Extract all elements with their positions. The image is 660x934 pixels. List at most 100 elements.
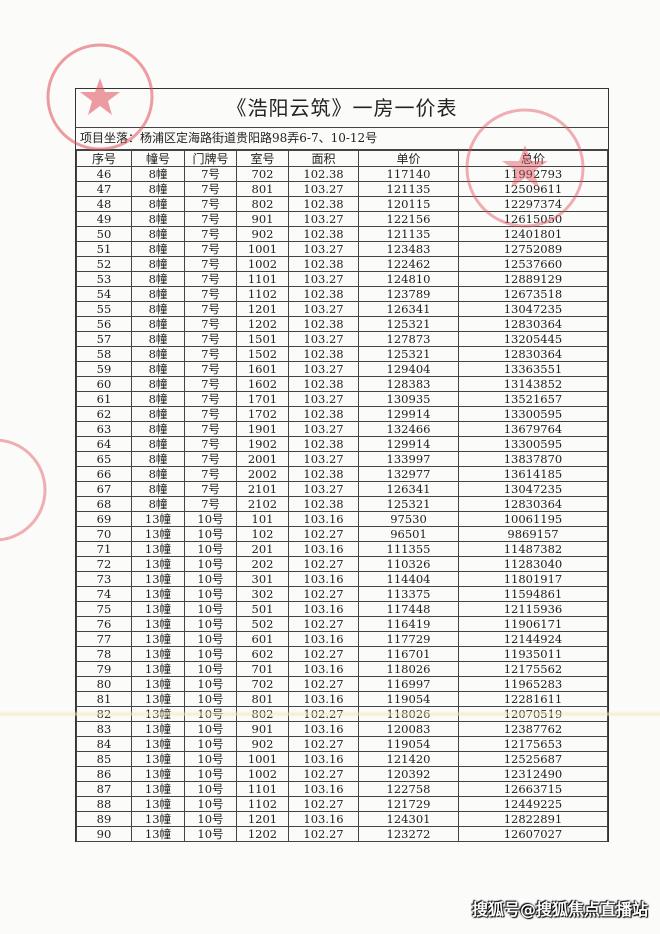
- cell-index: 90: [76, 826, 132, 842]
- cell-room: 1702: [236, 406, 289, 422]
- table-row: 49 8幢 7号 901 103.27 122156 12615050: [76, 211, 608, 227]
- cell-total-price: 12281611: [458, 691, 608, 707]
- cell-door: 10号: [184, 736, 237, 752]
- cell-area: 102.38: [288, 346, 359, 362]
- cell-door: 7号: [184, 271, 237, 287]
- cell-area: 103.16: [288, 781, 359, 797]
- table-row: 61 8幢 7号 1701 103.27 130935 13521657: [76, 391, 608, 407]
- cell-room: 1902: [236, 436, 289, 452]
- cell-index: 77: [76, 631, 132, 647]
- cell-area: 103.16: [288, 661, 359, 677]
- cell-total-price: 13047235: [458, 301, 608, 317]
- cell-total-price: 12752089: [458, 241, 608, 257]
- cell-door: 7号: [184, 481, 237, 497]
- table-body: 46 8幢 7号 702 102.38 117140 11992793 47 8幢 7号 801 10…: [76, 166, 608, 842]
- cell-index: 73: [76, 571, 132, 587]
- table-row: 70 13幢 10号 102 102.27 96501 9869157: [76, 526, 608, 542]
- cell-index: 74: [76, 586, 132, 602]
- cell-index: 89: [76, 811, 132, 827]
- cell-area: 102.27: [288, 586, 359, 602]
- cell-unit-price: 122156: [358, 211, 459, 227]
- cell-room: 1202: [236, 826, 289, 842]
- cell-door: 10号: [184, 541, 237, 557]
- cell-index: 54: [76, 286, 132, 302]
- cell-total-price: 11965283: [458, 676, 608, 692]
- cell-area: 102.27: [288, 556, 359, 572]
- cell-total-price: 12297374: [458, 196, 608, 212]
- cell-building: 13幢: [131, 781, 185, 797]
- cell-unit-price: 124810: [358, 271, 459, 287]
- cell-building: 13幢: [131, 526, 185, 542]
- cell-unit-price: 123272: [358, 826, 459, 842]
- cell-area: 103.16: [288, 721, 359, 737]
- table-row: 88 13幢 10号 1102 102.27 121729 12449225: [76, 796, 608, 812]
- cell-door: 10号: [184, 646, 237, 662]
- cell-room: 1001: [236, 241, 289, 257]
- cell-index: 75: [76, 601, 132, 617]
- cell-door: 10号: [184, 826, 237, 842]
- cell-building: 13幢: [131, 706, 185, 722]
- cell-total-price: 12822891: [458, 811, 608, 827]
- cell-unit-price: 130935: [358, 391, 459, 407]
- cell-building: 8幢: [131, 271, 185, 287]
- cell-unit-price: 125321: [358, 316, 459, 332]
- cell-unit-price: 126341: [358, 301, 459, 317]
- cell-door: 10号: [184, 616, 237, 632]
- cell-room: 601: [236, 631, 289, 647]
- cell-index: 51: [76, 241, 132, 257]
- cell-area: 102.38: [288, 316, 359, 332]
- cell-door: 10号: [184, 796, 237, 812]
- cell-building: 13幢: [131, 736, 185, 752]
- cell-building: 8幢: [131, 286, 185, 302]
- cell-area: 102.38: [288, 226, 359, 242]
- cell-building: 8幢: [131, 496, 185, 512]
- cell-unit-price: 120083: [358, 721, 459, 737]
- cell-room: 202: [236, 556, 289, 572]
- cell-unit-price: 118026: [358, 661, 459, 677]
- cell-room: 201: [236, 541, 289, 557]
- cell-index: 68: [76, 496, 132, 512]
- cell-area: 102.38: [288, 376, 359, 392]
- cell-total-price: 13047235: [458, 481, 608, 497]
- cell-area: 103.27: [288, 331, 359, 347]
- cell-unit-price: 111355: [358, 541, 459, 557]
- cell-area: 102.38: [288, 286, 359, 302]
- cell-door: 10号: [184, 556, 237, 572]
- cell-unit-price: 129404: [358, 361, 459, 377]
- cell-door: 10号: [184, 751, 237, 767]
- table-row: 86 13幢 10号 1002 102.27 120392 12312490: [76, 766, 608, 782]
- cell-area: 103.27: [288, 451, 359, 467]
- cell-room: 1101: [236, 271, 289, 287]
- cell-area: 102.38: [288, 196, 359, 212]
- document-title: 《浩阳云筑》一房一价表: [76, 89, 608, 128]
- col-header-index: 序号: [76, 150, 132, 167]
- cell-building: 13幢: [131, 541, 185, 557]
- cell-room: 301: [236, 571, 289, 587]
- price-table: 序号 幢号 门牌号 室号 面积 单价 总价 46 8幢 7号 702 102.38 117…: [76, 150, 608, 842]
- cell-index: 52: [76, 256, 132, 272]
- cell-index: 49: [76, 211, 132, 227]
- cell-door: 10号: [184, 526, 237, 542]
- table-row: 67 8幢 7号 2101 103.27 126341 13047235: [76, 481, 608, 497]
- cell-unit-price: 132977: [358, 466, 459, 482]
- cell-unit-price: 119054: [358, 736, 459, 752]
- cell-unit-price: 128383: [358, 376, 459, 392]
- table-row: 65 8幢 7号 2001 103.27 133997 13837870: [76, 451, 608, 467]
- cell-index: 59: [76, 361, 132, 377]
- cell-door: 10号: [184, 661, 237, 677]
- cell-total-price: 12830364: [458, 346, 608, 362]
- cell-building: 8幢: [131, 316, 185, 332]
- cell-door: 7号: [184, 166, 237, 182]
- cell-room: 1102: [236, 286, 289, 302]
- cell-unit-price: 129914: [358, 436, 459, 452]
- cell-building: 8幢: [131, 301, 185, 317]
- cell-total-price: 11801917: [458, 571, 608, 587]
- cell-total-price: 11992793: [458, 166, 608, 182]
- cell-door: 7号: [184, 241, 237, 257]
- cell-building: 8幢: [131, 226, 185, 242]
- cell-area: 102.27: [288, 526, 359, 542]
- cell-area: 102.38: [288, 406, 359, 422]
- cell-area: 103.27: [288, 421, 359, 437]
- cell-unit-price: 97530: [358, 511, 459, 527]
- cell-room: 902: [236, 226, 289, 242]
